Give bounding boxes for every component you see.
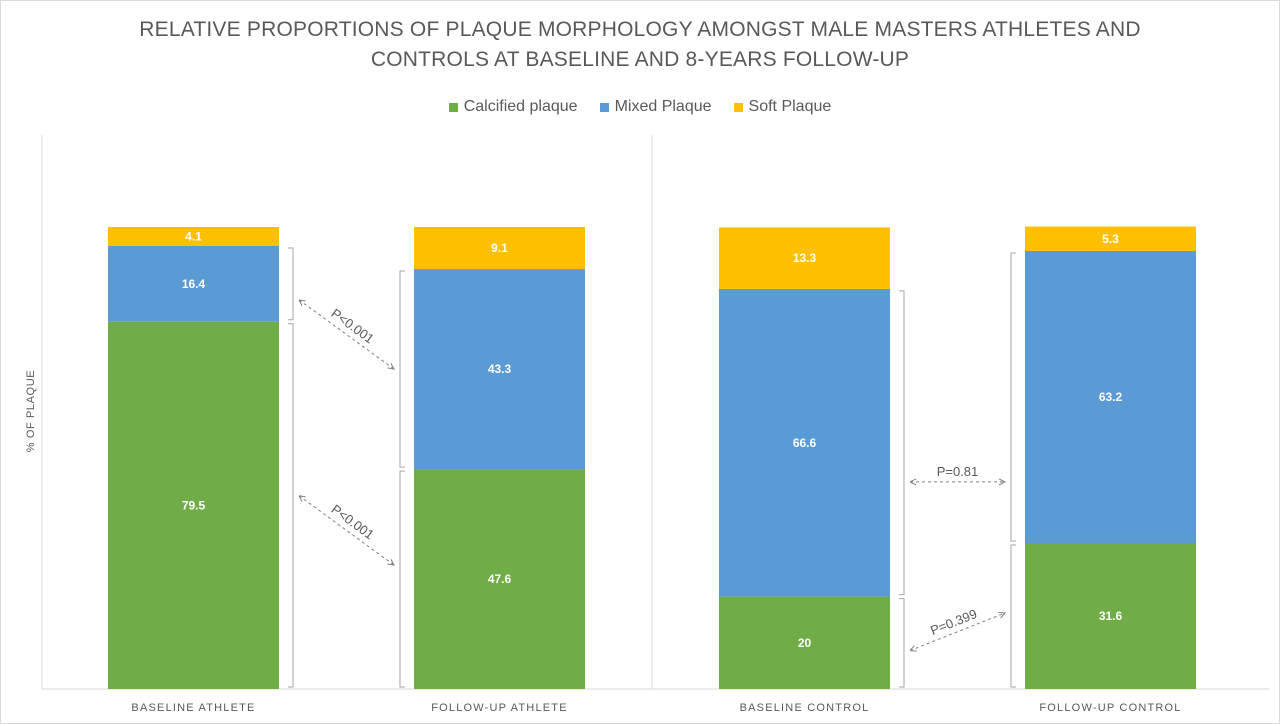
category-label-1: FOLLOW-UP ATHLETE [431, 702, 568, 714]
bar-value-label-2-2: 13.3 [793, 251, 817, 265]
bar-value-label-2-0: 20 [798, 636, 812, 650]
annotation-arrow-0 [299, 300, 394, 369]
bar-value-label-0-0: 79.5 [182, 498, 206, 512]
brackets-layer [288, 247, 1016, 688]
legend-swatch-soft [733, 102, 743, 112]
bracket-left-1-0 [399, 470, 405, 688]
bar-value-label-1-0: 47.6 [488, 572, 512, 586]
legend-label-soft: Soft Plaque [748, 98, 832, 115]
bar-value-label-3-2: 5.3 [1102, 232, 1119, 246]
legend-swatch-calcified [448, 102, 458, 112]
legend-label-calcified: Calcified plaque [463, 98, 578, 115]
annotation-label-0: P<0.001 [329, 306, 377, 347]
bar-segment-1-0 [414, 469, 585, 689]
bracket-right-0-0 [288, 323, 294, 688]
legend-item-mixed: Mixed Plaque [599, 98, 712, 116]
bar-segment-3-2 [1025, 226, 1196, 252]
bar-segment-1-1 [414, 269, 585, 470]
bracket-left-3-0 [1010, 544, 1016, 688]
bars-layer: 79.5 16.4 4.1 47.6 43.3 9.1 20 66.6 13.3 31.6 63.2… [108, 226, 1196, 689]
bar-segment-1-2 [414, 227, 585, 270]
bar-value-label-3-1: 63.2 [1099, 390, 1123, 404]
bar-value-label-3-0: 31.6 [1099, 609, 1123, 623]
bracket-left-3-1 [1010, 252, 1016, 542]
annotation-arrow-3 [910, 613, 1005, 651]
annotation-label-3: P=0.399 [928, 606, 979, 638]
bar-segment-2-2 [719, 227, 890, 289]
bar-value-label-0-2: 4.1 [185, 229, 202, 243]
bar-segment-2-1 [719, 288, 890, 597]
bar-segment-0-0 [108, 321, 279, 689]
bracket-left-1-1 [399, 270, 405, 468]
legend-label-mixed: Mixed Plaque [614, 98, 712, 115]
chart-title: RELATIVE PROPORTIONS OF PLAQUE MORPHOLOG… [1, 15, 1279, 75]
legend-swatch-mixed [599, 102, 609, 112]
category-label-3: FOLLOW-UP CONTROL [1039, 702, 1181, 714]
bracket-right-2-1 [899, 290, 905, 596]
legend-item-calcified: Calcified plaque [448, 98, 578, 116]
bracket-right-0-1 [288, 247, 294, 321]
annotation-label-1: P<0.001 [329, 501, 377, 542]
chart-title-line-2: CONTROLS AT BASELINE AND 8-YEARS FOLLOW-… [370, 48, 910, 71]
annotation-label-2: P=0.81 [937, 464, 979, 479]
annotation-arrow-1 [299, 496, 394, 565]
bar-value-label-2-1: 66.6 [793, 436, 817, 450]
category-labels-layer: BASELINE ATHLETE FOLLOW-UP ATHLETE BASELIN… [131, 702, 1181, 714]
legend-item-soft: Soft Plaque [733, 98, 832, 116]
category-label-0: BASELINE ATHLETE [131, 702, 255, 714]
chart-title-line-1: RELATIVE PROPORTIONS OF PLAQUE MORPHOLOG… [139, 18, 1141, 41]
bar-segment-3-0 [1025, 543, 1196, 689]
legend: Calcified plaque Mixed Plaque Soft Plaqu… [1, 98, 1279, 116]
bar-segment-2-0 [719, 596, 890, 689]
bar-value-label-0-1: 16.4 [182, 277, 206, 291]
bar-segment-0-1 [108, 245, 279, 322]
bar-value-label-1-2: 9.1 [491, 241, 508, 255]
bar-segment-3-1 [1025, 251, 1196, 544]
bracket-right-2-0 [899, 598, 905, 688]
bar-segment-0-2 [108, 227, 279, 246]
bar-value-label-1-1: 43.3 [488, 362, 512, 376]
category-label-2: BASELINE CONTROL [740, 702, 870, 714]
